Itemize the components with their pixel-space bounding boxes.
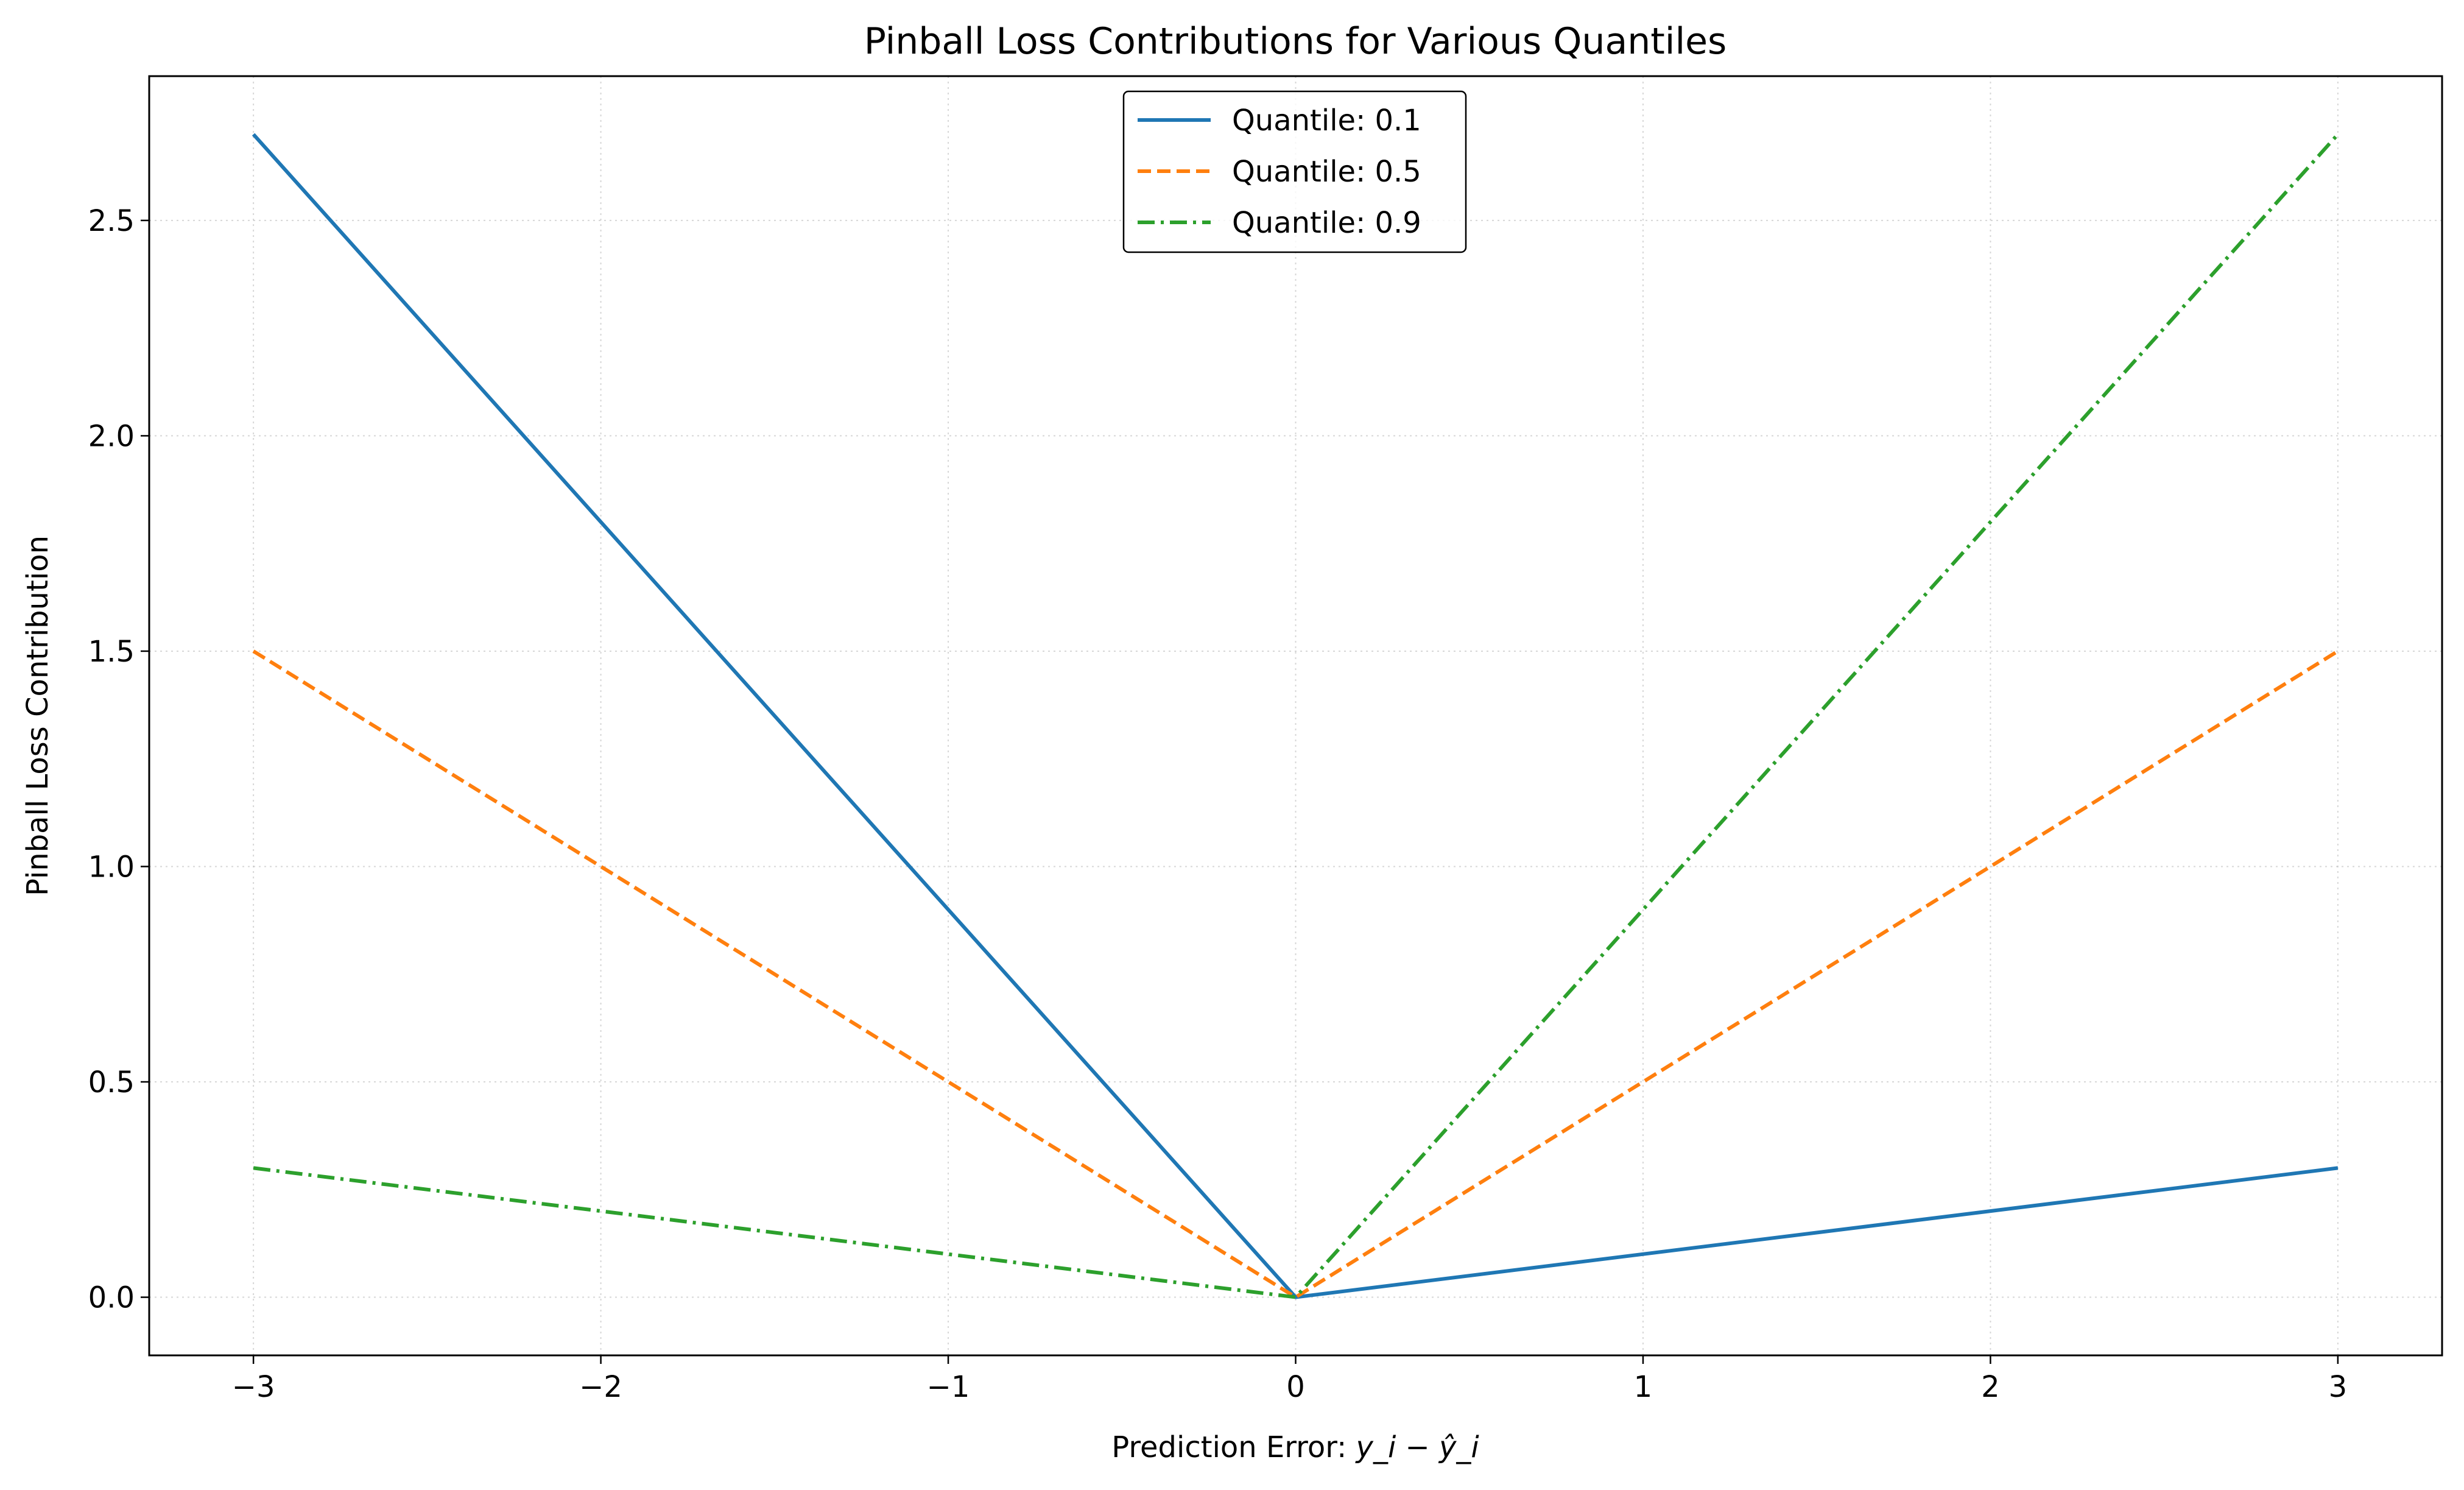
legend-label: Quantile: 0.5 — [1232, 155, 1421, 189]
x-tick-label: 3 — [2329, 1370, 2348, 1404]
x-axis-label-text: Prediction Error: — [1111, 1430, 1356, 1464]
grid — [149, 76, 2442, 1355]
legend-entries: Quantile: 0.1 Quantile: 0.5 Quantile: 0.9 — [1138, 104, 1421, 240]
legend-label: Quantile: 0.1 — [1232, 104, 1421, 138]
y-tick-label: 0.5 — [88, 1065, 135, 1100]
series-line-quantile-1 — [252, 133, 2339, 1299]
legend-box — [1122, 90, 1467, 253]
x-tick-label: −3 — [232, 1370, 275, 1404]
legend: Quantile: 0.1 Quantile: 0.5 Quantile: 0.9 — [1122, 90, 1467, 253]
x-tick-label: 1 — [1634, 1370, 1653, 1404]
y-axis-ticks: 0.0 0.5 1.0 1.5 2.0 2.5 — [88, 204, 149, 1315]
x-axis-ticks: −3 −2 −1 0 1 2 3 — [232, 1355, 2347, 1404]
legend-label: Quantile: 0.9 — [1232, 206, 1421, 240]
y-tick-label: 2.5 — [88, 204, 135, 238]
x-axis-label: Prediction Error: y_i − ŷ_i — [1111, 1430, 1479, 1464]
x-axis-label-math: y_i − ŷ_i — [1355, 1430, 1480, 1464]
x-tick-label: −2 — [579, 1370, 622, 1404]
series-line-quantile-3 — [253, 133, 2340, 1299]
x-tick-label: 0 — [1286, 1370, 1305, 1404]
chart-title: Pinball Loss Contributions for Various Q… — [864, 20, 1727, 63]
y-tick-label: 0.0 — [88, 1281, 135, 1315]
y-axis-label: Pinball Loss Contribution — [21, 535, 55, 896]
x-tick-label: 2 — [1981, 1370, 2000, 1404]
y-tick-label: 1.0 — [88, 850, 135, 884]
series-lines — [252, 133, 2340, 1299]
y-tick-label: 2.0 — [88, 419, 135, 453]
y-tick-label: 1.5 — [88, 635, 135, 669]
x-tick-label: −1 — [927, 1370, 970, 1404]
